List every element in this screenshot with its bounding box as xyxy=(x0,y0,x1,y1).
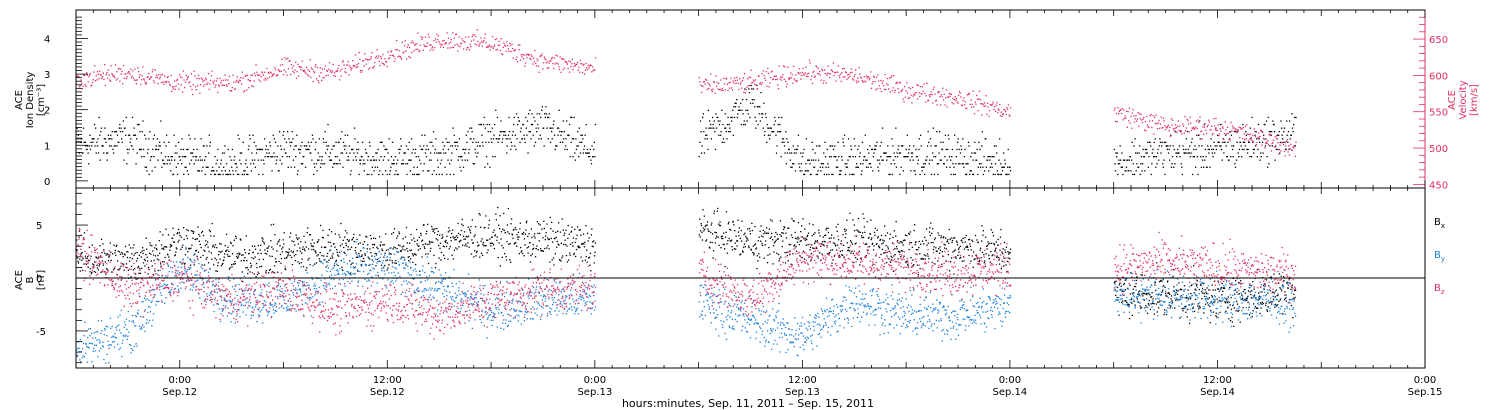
x-axis-title: hours:minutes, Sep. 11, 2011 – Sep. 15, … xyxy=(622,397,874,410)
top-series-density xyxy=(76,84,1297,176)
bottom-series-black xyxy=(76,206,1297,327)
top-series-velocity xyxy=(76,29,1297,157)
legend-by: By xyxy=(1434,250,1445,263)
x-tick-time: 12:00 xyxy=(788,375,817,386)
top-right-tick-label: 600 xyxy=(1429,71,1448,82)
x-tick-time: 0:00 xyxy=(584,375,606,386)
bottom-series-blue xyxy=(76,241,1297,364)
bottom-series-pink xyxy=(76,227,1297,340)
x-tick-date: Sep.15 xyxy=(1408,387,1443,398)
top-right-ylabel-1: Velocity xyxy=(1458,80,1469,119)
top-left-tick-label: 1 xyxy=(44,141,50,152)
top-panel-dots xyxy=(76,29,1297,176)
x-tick-time: 0:00 xyxy=(169,375,191,386)
x-tick-time: 12:00 xyxy=(373,375,402,386)
bottom-left-ylabel-1: B xyxy=(25,276,36,283)
top-panel-frame xyxy=(75,9,1426,189)
top-left-tick-label: 2 xyxy=(44,106,50,117)
top-left-tick-label: 0 xyxy=(44,177,50,188)
x-tick-date: Sep.14 xyxy=(1200,387,1235,398)
bottom-left-tick-label: 5 xyxy=(36,221,42,232)
x-tick-date: Sep.13 xyxy=(785,387,820,398)
bottom-left-ylabel-0: ACE xyxy=(14,270,25,290)
top-left-ylabel-2: [cm⁻³] xyxy=(36,84,47,116)
x-tick-time: 12:00 xyxy=(1203,375,1232,386)
top-right-tick-label: 500 xyxy=(1429,144,1448,155)
top-left-tick-label: 3 xyxy=(44,70,50,81)
top-left-ylabel-0: ACE xyxy=(14,90,25,110)
x-tick-date: Sep.12 xyxy=(370,387,405,398)
x-tick-date: Sep.13 xyxy=(577,387,612,398)
top-right-ylabel-0: ACE xyxy=(1447,90,1458,110)
x-tick-date: Sep.14 xyxy=(993,387,1028,398)
top-right-tick-label: 550 xyxy=(1429,108,1448,119)
legend-bx: Bx xyxy=(1434,217,1445,230)
top-left-ylabel-1: Ion Density xyxy=(25,72,36,129)
x-tick-time: 0:00 xyxy=(1414,375,1436,386)
bottom-left-ylabel-2: [nT] xyxy=(36,270,47,290)
x-tick-date: Sep.12 xyxy=(162,387,197,398)
legend-bz: Bz xyxy=(1434,283,1445,296)
bottom-panel-dots xyxy=(76,206,1297,364)
bottom-left-tick-label: -5 xyxy=(36,327,46,338)
x-tick-time: 0:00 xyxy=(999,375,1021,386)
top-left-tick-label: 4 xyxy=(44,34,50,45)
top-right-tick-label: 450 xyxy=(1429,180,1448,191)
top-right-ylabel-2: [km/s] xyxy=(1469,84,1480,116)
top-right-tick-label: 650 xyxy=(1429,35,1448,46)
bottom-left-tick-label: 0 xyxy=(36,274,42,285)
